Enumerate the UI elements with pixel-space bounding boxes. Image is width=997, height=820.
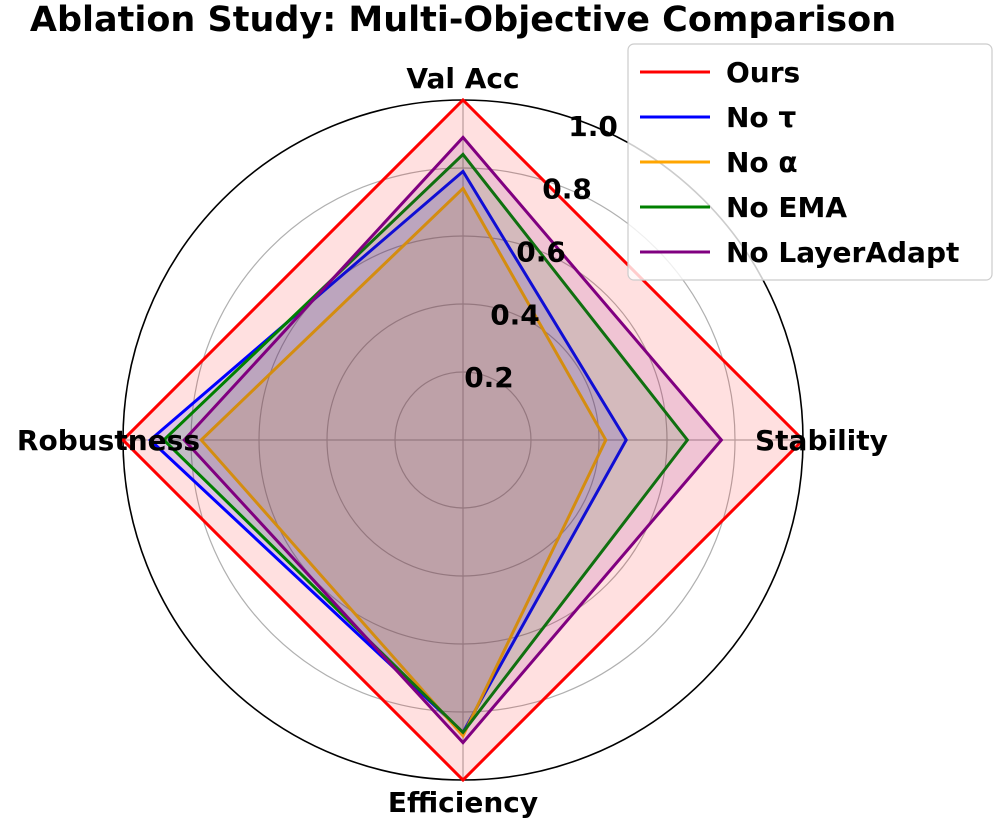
series-fill (184, 137, 722, 743)
series-line (199, 185, 608, 739)
legend-label: Ours (726, 56, 800, 89)
axis-label: Robustness (17, 424, 200, 457)
legend-label: No LayerAdapt (726, 236, 959, 269)
axis-label: Efficiency (388, 786, 538, 819)
series-line (182, 135, 724, 745)
axis-label: Val Acc (406, 62, 519, 95)
radial-tick-label: 0.4 (490, 298, 540, 331)
legend-label: No α (726, 146, 798, 179)
radial-tick-label: 1.0 (568, 110, 618, 143)
label-layer: 0.2 0.4 0.6 0.8 1.0 Val Acc Stability Efficienc… (17, 62, 888, 819)
series-fill (201, 188, 606, 736)
chart-title: Ablation Study: Multi-Objective Comparis… (30, 0, 896, 40)
radial-tick-label: 0.6 (516, 236, 566, 269)
series-layer (120, 97, 806, 783)
legend-label: No τ (726, 101, 796, 134)
series-line (120, 97, 806, 783)
series-fill (150, 171, 627, 733)
axis-label: Stability (755, 424, 888, 457)
radial-tick-label: 0.8 (542, 173, 592, 206)
series-line (161, 152, 690, 735)
series-fill (163, 154, 688, 733)
legend-box (627, 43, 993, 281)
legend: Ours No τ No α No EMA No LayerAdapt (627, 43, 993, 281)
legend-label: No EMA (726, 191, 847, 224)
radial-tick-label: 0.2 (464, 361, 514, 394)
